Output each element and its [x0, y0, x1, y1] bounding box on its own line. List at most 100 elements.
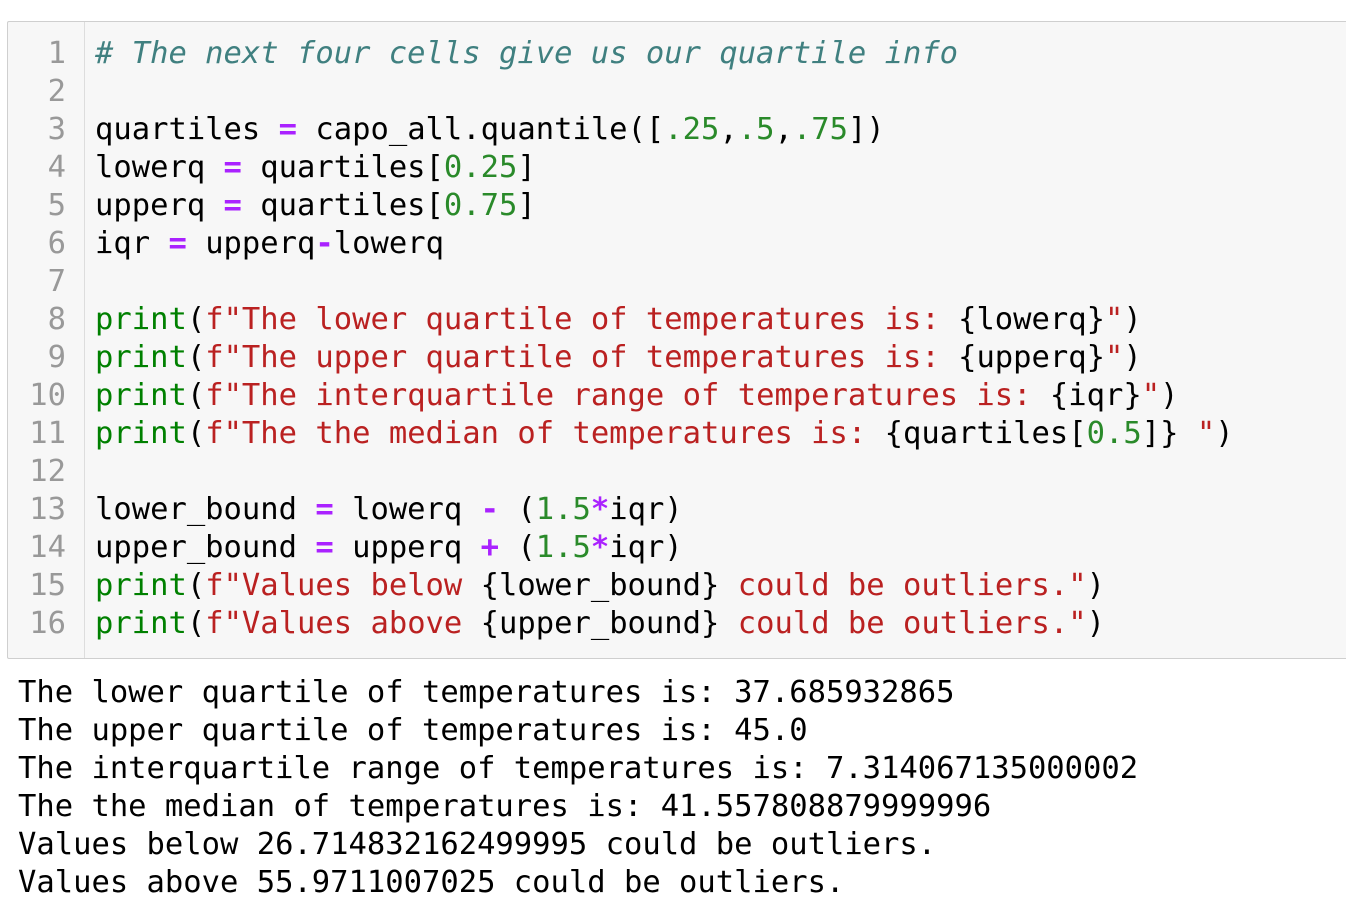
- code-token: ,: [774, 112, 793, 147]
- code-token: upperq: [186, 226, 316, 261]
- code-token: lower_bound: [95, 492, 316, 527]
- code-token: =: [315, 492, 334, 527]
- line-number: 16: [29, 606, 66, 641]
- code-token: ): [1215, 416, 1234, 451]
- code-token: could be outliers.": [719, 606, 1087, 641]
- code-token: lowerq: [95, 150, 224, 185]
- output-line: The interquartile range of temperatures …: [18, 751, 1139, 786]
- line-number: 14: [29, 530, 66, 565]
- code-token: {upper_bound}: [480, 606, 720, 641]
- line-number: 11: [29, 416, 66, 451]
- code-token: 1.5: [535, 530, 591, 565]
- line-number: 7: [47, 264, 66, 299]
- code-token: .5: [737, 112, 775, 147]
- line-number: 2: [47, 74, 66, 109]
- code-token: print: [95, 416, 187, 451]
- code-token: could be outliers.": [719, 568, 1087, 603]
- code-input-cell[interactable]: 1 # The next four cells give us our quart…: [7, 21, 1346, 659]
- code-token: quartiles: [95, 112, 279, 147]
- cell-output: The lower quartile of temperatures is: 3…: [18, 674, 1138, 902]
- line-number: 3: [47, 112, 66, 147]
- code-token: {iqr}: [1049, 378, 1142, 413]
- code-token: # The next four cells give us our quarti…: [95, 36, 959, 71]
- code-token: lowerq: [333, 226, 444, 261]
- code-token: .25: [664, 112, 720, 147]
- code-token: (: [186, 606, 206, 641]
- code-token: capo_all.quantile([: [297, 112, 665, 147]
- code-text: print(f"The lower quartile of temperatur…: [95, 301, 1142, 339]
- code-token: f"The lower quartile of temperatures is:: [205, 302, 959, 337]
- code-token: ": [1104, 340, 1124, 375]
- code-token: =: [223, 188, 242, 223]
- line-number-gutter: [8, 22, 85, 658]
- code-token: =: [278, 112, 298, 147]
- code-text: lowerq = quartiles[0.25]: [95, 149, 536, 187]
- code-token: (: [186, 340, 206, 375]
- output-line: Values below 26.714832162499995 could be…: [18, 827, 937, 862]
- code-token: upperq: [333, 530, 481, 565]
- code-token: .75: [792, 112, 848, 147]
- code-token: print: [95, 302, 187, 337]
- code-token: f"Values below: [205, 568, 481, 603]
- code-token: ): [1086, 606, 1106, 641]
- code-token: upperq: [95, 188, 224, 223]
- code-token: {quartiles[: [884, 416, 1087, 451]
- code-token: ": [1178, 416, 1216, 451]
- code-token: print: [95, 568, 187, 603]
- line-number: 13: [29, 492, 66, 527]
- output-line: The the median of temperatures is: 41.55…: [18, 789, 992, 824]
- code-token: =: [223, 150, 242, 185]
- line-number: 1: [47, 36, 66, 71]
- code-token: iqr): [609, 530, 683, 565]
- code-text: lower_bound = lowerq - (1.5*iqr): [95, 491, 683, 529]
- code-text: quartiles = capo_all.quantile([.25,.5,.7…: [95, 111, 885, 149]
- code-token: 0.25: [443, 150, 518, 185]
- line-number: 12: [29, 454, 66, 489]
- code-token: ": [1104, 302, 1124, 337]
- output-line: The lower quartile of temperatures is: 3…: [18, 675, 955, 710]
- code-token: iqr: [95, 226, 169, 261]
- line-number: 9: [47, 340, 66, 375]
- code-token: print: [95, 606, 187, 641]
- code-token: ]: [517, 150, 536, 185]
- line-number: 8: [47, 302, 66, 337]
- code-token: 0.75: [443, 188, 518, 223]
- code-token: (: [499, 492, 536, 527]
- code-text: print(f"The interquartile range of tempe…: [95, 377, 1178, 415]
- code-token: -: [315, 226, 334, 261]
- code-text: # The next four cells give us our quarti…: [95, 35, 958, 73]
- code-text: print(f"Values above {upper_bound} could…: [95, 605, 1105, 643]
- code-token: f"The interquartile range of temperature…: [205, 378, 1050, 413]
- code-token: upper_bound: [95, 530, 316, 565]
- code-token: ): [1123, 302, 1142, 337]
- code-token: (: [186, 416, 206, 451]
- code-token: f"Values above: [205, 606, 481, 641]
- code-text: print(f"The upper quartile of temperatur…: [95, 339, 1142, 377]
- code-token: ]: [517, 188, 536, 223]
- code-token: ": [1141, 378, 1161, 413]
- code-text: upper_bound = upperq + (1.5*iqr): [95, 529, 683, 567]
- code-token: *: [590, 530, 610, 565]
- line-number: 15: [29, 568, 66, 603]
- code-token: lowerq: [333, 492, 481, 527]
- code-token: iqr): [609, 492, 683, 527]
- code-token: print: [95, 378, 187, 413]
- code-token: f"The the median of temperatures is:: [205, 416, 885, 451]
- output-line: Values above 55.9711007025 could be outl…: [18, 865, 845, 900]
- code-token: 0.5: [1086, 416, 1142, 451]
- line-number: 10: [29, 378, 66, 413]
- code-token: =: [168, 226, 187, 261]
- code-token: *: [590, 492, 610, 527]
- output-line: The upper quartile of temperatures is: 4…: [18, 713, 808, 748]
- code-token: print: [95, 340, 187, 375]
- code-token: +: [480, 530, 500, 565]
- code-token: ]): [847, 112, 885, 147]
- code-token: -: [480, 492, 500, 527]
- code-token: {upperq}: [958, 340, 1105, 375]
- code-token: quartiles[: [241, 188, 444, 223]
- code-token: ): [1123, 340, 1142, 375]
- code-token: (: [186, 378, 206, 413]
- code-token: (: [186, 568, 206, 603]
- code-text: upperq = quartiles[0.75]: [95, 187, 536, 225]
- code-token: f"The upper quartile of temperatures is:: [205, 340, 959, 375]
